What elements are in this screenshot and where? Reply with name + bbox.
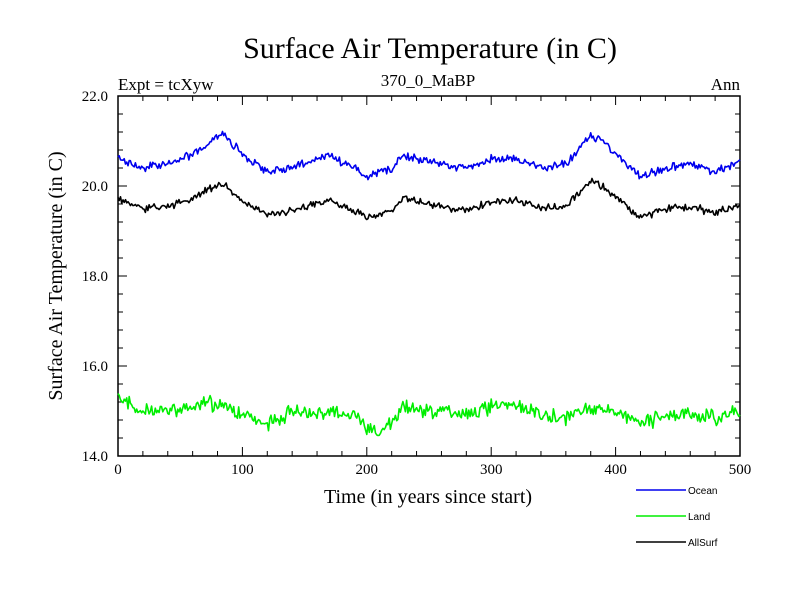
- x-tick-label: 300: [480, 462, 503, 478]
- chart-title: Surface Air Temperature (in C): [243, 32, 617, 65]
- y-tick-label: 18.0: [82, 269, 108, 285]
- series-line-allsurf: [117, 177, 741, 221]
- y-tick-label: 20.0: [82, 179, 108, 195]
- y-axis-label: Surface Air Temperature (in C): [45, 151, 67, 400]
- legend-label-land: Land: [688, 512, 710, 523]
- chart-subtitle: 370_0_MaBP: [381, 71, 475, 90]
- y-tick-label: 14.0: [82, 449, 108, 465]
- y-axis: 14.0 16.0 18.0 20.0 22.0: [82, 89, 740, 465]
- legend-label-allsurf: AllSurf: [688, 538, 718, 549]
- x-tick-label: 100: [231, 462, 254, 478]
- x-tick-label: 0: [114, 462, 122, 478]
- plot-series: [117, 130, 741, 437]
- y-tick-label: 16.0: [82, 359, 108, 375]
- legend: Ocean Land AllSurf: [636, 486, 718, 549]
- series-line-ocean: [117, 130, 741, 181]
- x-axis-label: Time (in years since start): [324, 486, 532, 508]
- x-tick-label: 200: [356, 462, 379, 478]
- x-axis: 0 100 200 300 400 500: [114, 96, 751, 478]
- x-tick-label: 400: [604, 462, 627, 478]
- experiment-label: Expt = tcXyw: [118, 75, 214, 94]
- y-tick-label: 22.0: [82, 89, 108, 105]
- legend-label-ocean: Ocean: [688, 486, 717, 497]
- period-label: Ann: [711, 75, 741, 94]
- x-tick-label: 500: [729, 462, 752, 478]
- series-line-land: [117, 393, 741, 437]
